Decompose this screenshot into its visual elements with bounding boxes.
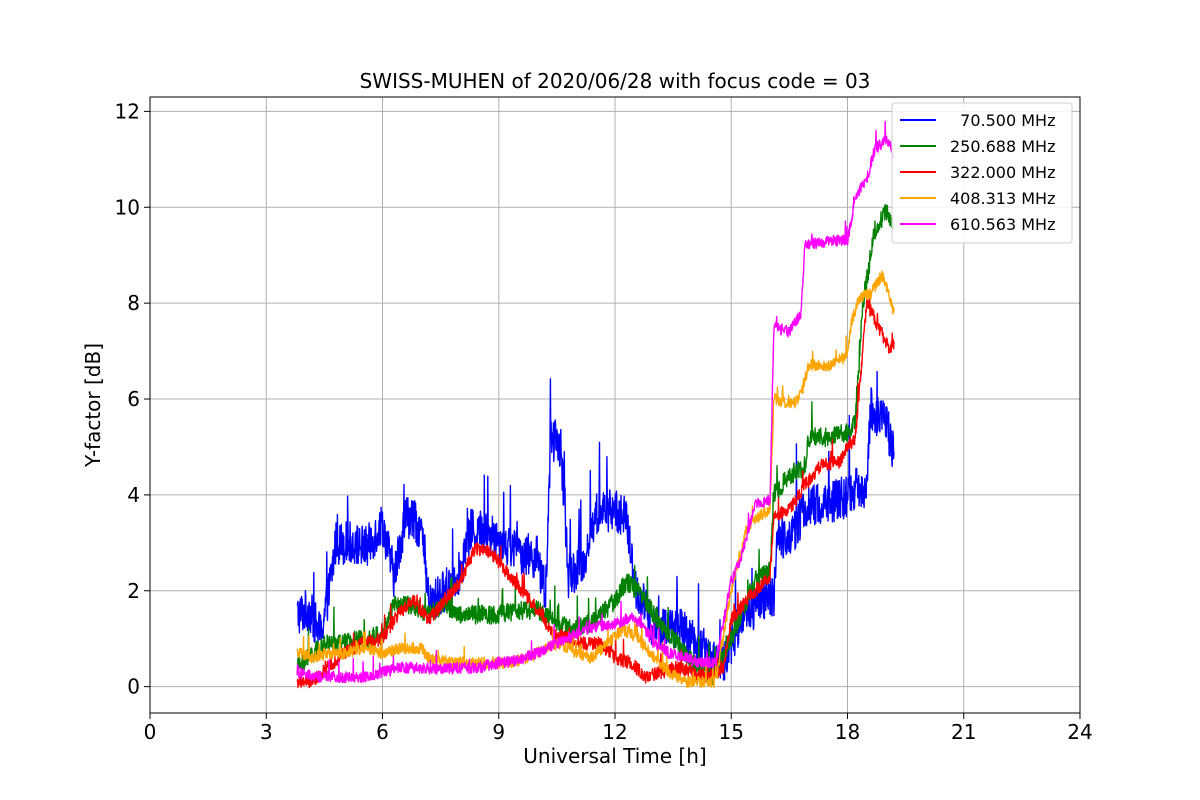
chart-title: SWISS-MUHEN of 2020/06/28 with focus cod… [360, 69, 871, 93]
series-lines [296, 120, 895, 689]
x-tick-label: 12 [602, 720, 627, 744]
x-tick-label: 15 [719, 720, 744, 744]
x-tick-label: 6 [376, 720, 389, 744]
x-tick-label: 21 [951, 720, 976, 744]
legend-label: 610.563 MHz [950, 215, 1055, 234]
y-tick-label: 12 [115, 99, 140, 123]
y-tick-label: 4 [127, 483, 140, 507]
series-line-4 [296, 120, 895, 684]
x-tick-label: 0 [144, 720, 157, 744]
x-tick-label: 9 [492, 720, 505, 744]
y-tick-label: 8 [127, 291, 140, 315]
series-line-3 [296, 270, 895, 689]
series-line-0 [296, 370, 895, 681]
legend-label: 408.313 MHz [950, 189, 1055, 208]
y-tick-label: 2 [127, 579, 140, 603]
x-tick-label: 24 [1067, 720, 1092, 744]
x-tick-label: 3 [260, 720, 273, 744]
series-line-1 [296, 204, 895, 686]
y-tick-label: 0 [127, 675, 140, 699]
series-line-2 [296, 288, 895, 689]
y-axis-label: Y-factor [dB] [81, 343, 105, 468]
legend-label: 70.500 MHz [950, 111, 1055, 130]
legend: 70.500 MHz 250.688 MHz 322.000 MHz 408.313 … [891, 102, 1073, 244]
legend-label: 250.688 MHz [950, 137, 1055, 156]
y-tick-label: 6 [127, 387, 140, 411]
legend-box [891, 102, 1073, 244]
x-axis-label: Universal Time [h] [523, 744, 706, 768]
legend-label: 322.000 MHz [950, 163, 1055, 182]
x-tick-label: 18 [835, 720, 860, 744]
y-tick-label: 10 [115, 195, 140, 219]
